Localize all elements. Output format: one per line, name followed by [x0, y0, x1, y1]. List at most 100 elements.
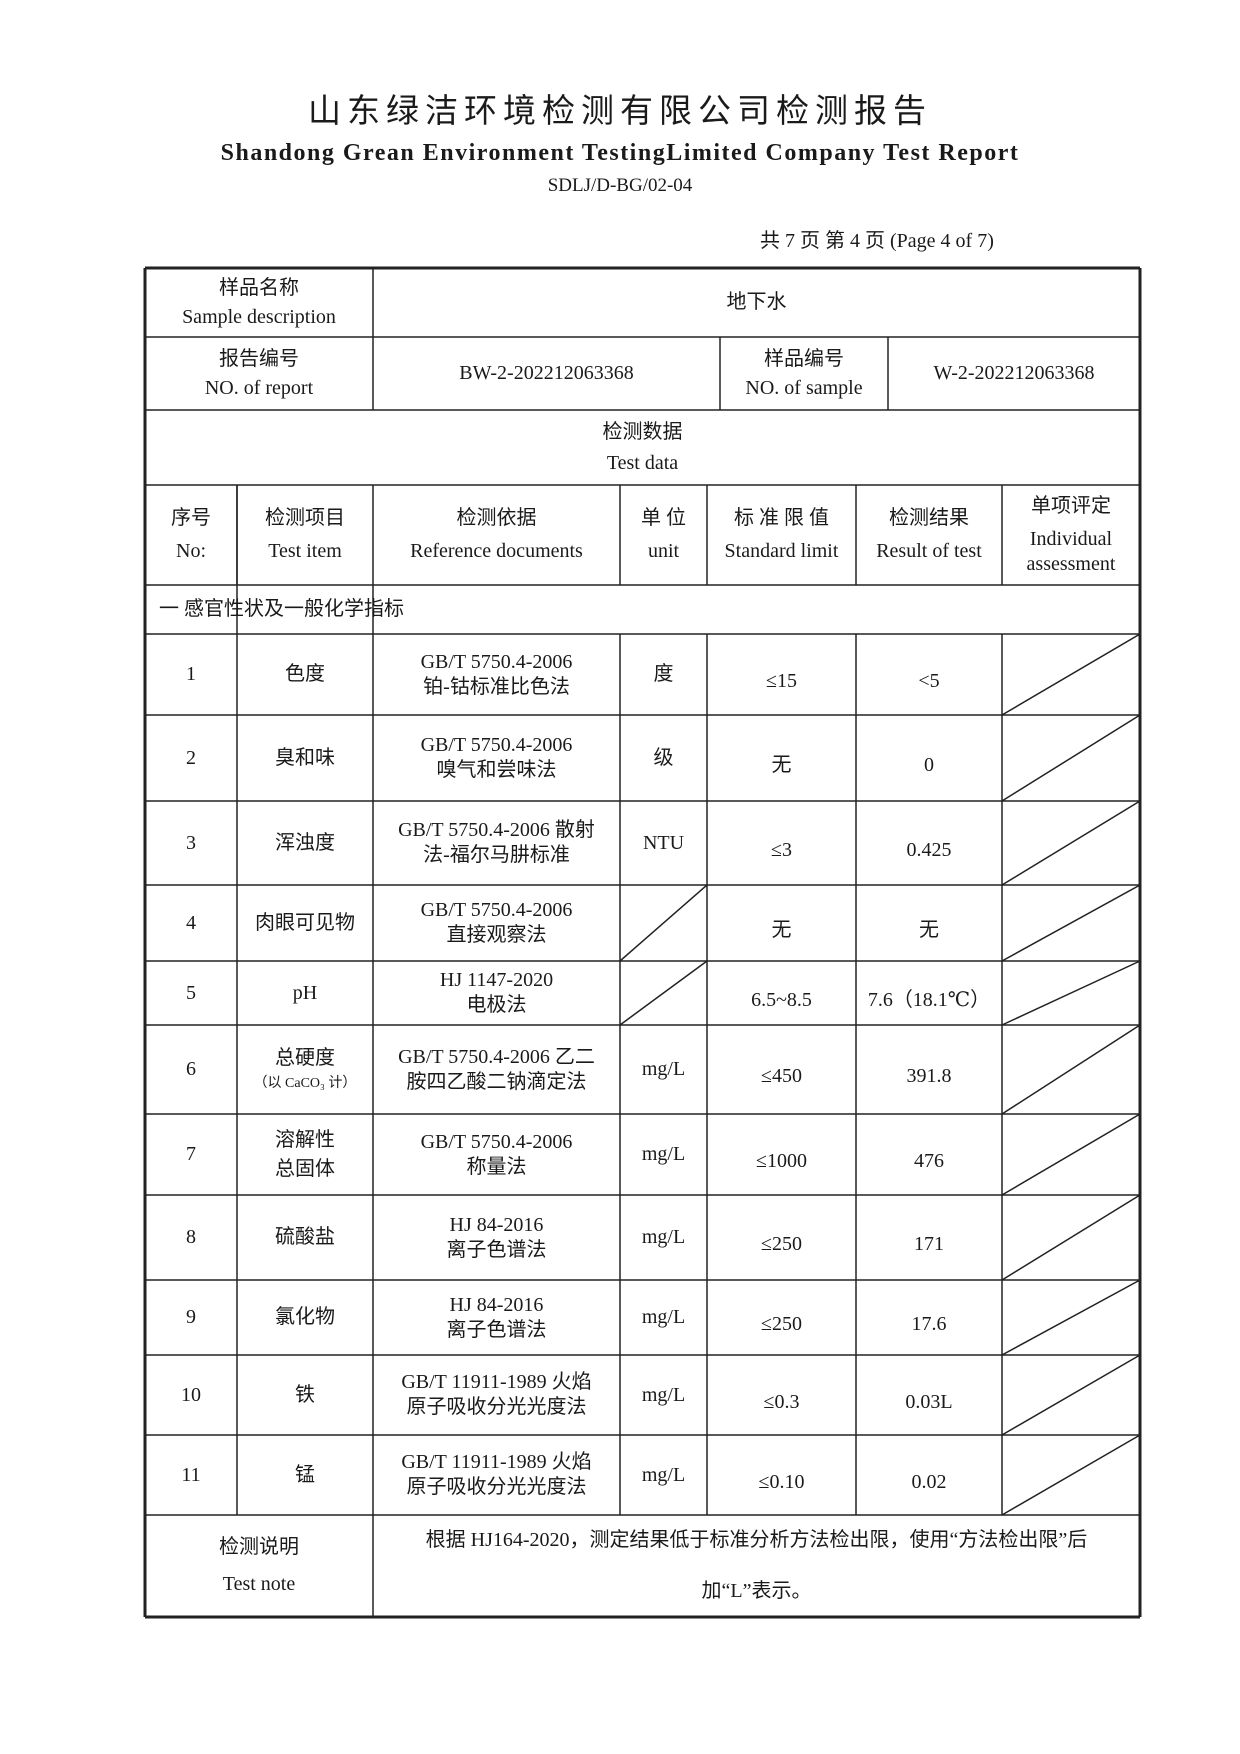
- row-number: 10: [181, 1383, 201, 1406]
- assessment-slash: [1001, 633, 1141, 716]
- assessment-slash: [1001, 1354, 1141, 1436]
- test-note-label-en: Test note: [222, 1573, 296, 1595]
- test-note-text-line2: 加“L”表示。: [701, 1580, 812, 1602]
- table-cell-no: 4: [145, 885, 237, 961]
- test-item: 氯化物: [275, 1306, 335, 1328]
- table-cell-unit: mg/L: [620, 1195, 707, 1280]
- table-cell-no: 2: [145, 715, 237, 801]
- test-result: 0: [924, 753, 934, 776]
- reference-standard: GB/T 5750.4-2006 散射: [398, 819, 595, 841]
- table-cell-item: 铁: [237, 1355, 373, 1435]
- column-header-cn: 检测结果: [889, 507, 969, 529]
- table-cell-reference: GB/T 5750.4-2006 称量法: [373, 1114, 620, 1195]
- assessment-slash: [1001, 714, 1141, 802]
- table-cell-reference: GB/T 5750.4-2006 铂-钴标准比色法: [373, 634, 620, 715]
- table-cell-item: 锰: [237, 1435, 373, 1515]
- standard-limit: 无: [771, 918, 792, 941]
- assessment-slash: [1001, 1024, 1141, 1115]
- reference-method: 离子色谱法: [446, 1318, 547, 1341]
- standard-limit: ≤250: [761, 1313, 802, 1335]
- report-title-cn: 山东绿洁环境检测有限公司检测报告: [308, 94, 932, 130]
- standard-limit: 6.5~8.5: [751, 988, 812, 1011]
- reference-method: 铂-钴标准比色法: [423, 675, 570, 698]
- reference-standard: GB/T 5750.4-2006: [420, 734, 573, 756]
- test-data-title-cn: 检测数据: [602, 420, 683, 443]
- table-cell-unit: 级: [620, 715, 707, 801]
- report-no-value: BW-2-202212063368: [459, 362, 634, 384]
- table-cell-result: <5: [856, 634, 1002, 715]
- row-number: 8: [186, 1226, 196, 1248]
- reference-standard: GB/T 5750.4-2006: [420, 899, 573, 921]
- test-result: 171: [914, 1233, 944, 1255]
- table-cell-limit: ≤0.3: [707, 1355, 856, 1435]
- column-header-cn: 检测项目: [265, 507, 345, 529]
- column-header-4: 标 准 限 值 Standard limit: [707, 485, 856, 585]
- table-cell-reference: HJ 84-2016 离子色谱法: [373, 1280, 620, 1355]
- table-cell-limit: ≤250: [707, 1280, 856, 1355]
- assessment-slash: [1001, 960, 1141, 1026]
- unit: 度: [653, 663, 674, 685]
- table-cell-unit: mg/L: [620, 1435, 707, 1515]
- table-cell-result: 0.03L: [856, 1355, 1002, 1435]
- row-number: 5: [186, 981, 196, 1004]
- column-header-en: Test item: [268, 540, 342, 562]
- reference-method: 胺四乙酸二钠滴定法: [406, 1070, 587, 1093]
- test-result: 0.425: [906, 838, 952, 861]
- column-header-1: 检测项目 Test item: [237, 485, 373, 585]
- column-header-cn: 单 位: [641, 507, 686, 529]
- row-number: 6: [186, 1058, 196, 1080]
- test-item: 铁: [295, 1383, 315, 1406]
- test-data-title: 检测数据 Test data: [145, 410, 1140, 485]
- table-cell-reference: GB/T 5750.4-2006 嗅气和尝味法: [373, 715, 620, 801]
- table-cell-reference: GB/T 5750.4-2006 直接观察法: [373, 885, 620, 961]
- table-cell-result: 391.8: [856, 1025, 1002, 1114]
- table-cell-unit: mg/L: [620, 1355, 707, 1435]
- reference-method: 原子吸收分光光度法: [406, 1476, 587, 1498]
- test-result: 476: [914, 1150, 944, 1172]
- test-item-note: （以 CaCO₃ 计）: [253, 1076, 357, 1092]
- test-item: 浑浊度: [275, 831, 335, 854]
- reference-standard: GB/T 5750.4-2006: [420, 650, 573, 673]
- table-cell-item: 氯化物: [237, 1280, 373, 1355]
- column-header-en: No:: [176, 540, 206, 562]
- assessment-slash: [1001, 884, 1141, 962]
- column-header-cn: 单项评定: [1031, 494, 1111, 517]
- table-cell-unit: mg/L: [620, 1025, 707, 1114]
- reference-method: 法-福尔马肼标准: [423, 844, 570, 866]
- table-cell-limit: 无: [707, 885, 856, 961]
- reference-method: 直接观察法: [446, 924, 547, 946]
- assessment-slash: [1001, 1434, 1141, 1516]
- table-cell-reference: GB/T 11911-1989 火焰 原子吸收分光光度法: [373, 1355, 620, 1435]
- reference-standard: HJ 84-2016: [449, 1293, 544, 1316]
- test-item: 臭和味: [275, 746, 335, 769]
- table-cell-no: 11: [145, 1435, 237, 1515]
- report-title-en: Shandong Grean Environment TestingLimite…: [220, 140, 1020, 166]
- table-cell-result: 17.6: [856, 1280, 1002, 1355]
- report-no-value-cell: BW-2-202212063368: [373, 337, 720, 410]
- table-cell-unit: NTU: [620, 801, 707, 885]
- table-cell-no: 6: [145, 1025, 237, 1114]
- test-note-label-cn: 检测说明: [219, 1536, 299, 1558]
- table-cell-limit: 6.5~8.5: [707, 961, 856, 1025]
- reference-standard: GB/T 5750.4-2006 乙二: [398, 1045, 595, 1068]
- sample-no-value: W-2-202212063368: [933, 362, 1095, 384]
- standard-limit: ≤0.3: [763, 1390, 800, 1413]
- standard-limit: 无: [771, 753, 792, 776]
- table-cell-item: 总硬度 （以 CaCO₃ 计）: [237, 1025, 373, 1114]
- table-cell-no: 10: [145, 1355, 237, 1435]
- test-item: 硫酸盐: [275, 1226, 335, 1248]
- table-cell-item: 溶解性 总固体: [237, 1114, 373, 1195]
- table-cell-item: 肉眼可见物: [237, 885, 373, 961]
- table-cell-limit: ≤3: [707, 801, 856, 885]
- table-cell-limit: ≤450: [707, 1025, 856, 1114]
- column-header-en: Individual assessment: [1026, 527, 1116, 575]
- assessment-slash: [1001, 800, 1141, 886]
- test-result: 0.02: [911, 1470, 947, 1493]
- table-cell-no: 7: [145, 1114, 237, 1195]
- table-cell-limit: 无: [707, 715, 856, 801]
- table-cell-no: 3: [145, 801, 237, 885]
- column-header-0: 序号 No:: [145, 485, 237, 585]
- table-cell-limit: ≤0.10: [707, 1435, 856, 1515]
